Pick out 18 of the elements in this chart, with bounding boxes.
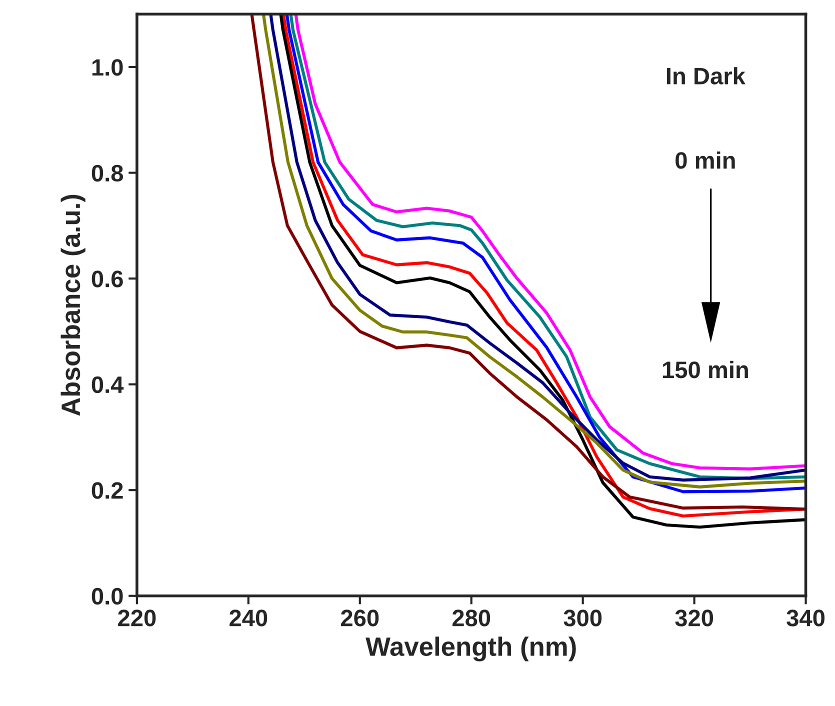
x-tick-label: 300	[564, 610, 602, 626]
x-axis-title: Wavelength (nm)	[366, 636, 576, 662]
annotation: In Dark	[667, 67, 746, 84]
y-axis-title: Absorbance (a.u.)	[60, 194, 86, 416]
x-tick-label: 280	[452, 610, 490, 626]
x-tick-label: 260	[341, 610, 379, 626]
annotation: 0 min	[676, 151, 735, 169]
y-tick-label: 0.8	[92, 164, 124, 182]
x-tick-label: 220	[118, 610, 156, 626]
y-tick-label: 0.4	[92, 376, 124, 394]
annotation: 150 min	[662, 360, 748, 378]
x-tick-label: 320	[675, 610, 714, 626]
y-tick-label: 0.0	[92, 588, 123, 605]
y-tick-label: 1.0	[92, 59, 123, 76]
x-tick-label: 240	[230, 610, 268, 626]
y-tick-label: 0.2	[92, 482, 123, 499]
x-tick-label: 340	[786, 610, 825, 626]
y-tick-label: 0.6	[92, 270, 123, 288]
